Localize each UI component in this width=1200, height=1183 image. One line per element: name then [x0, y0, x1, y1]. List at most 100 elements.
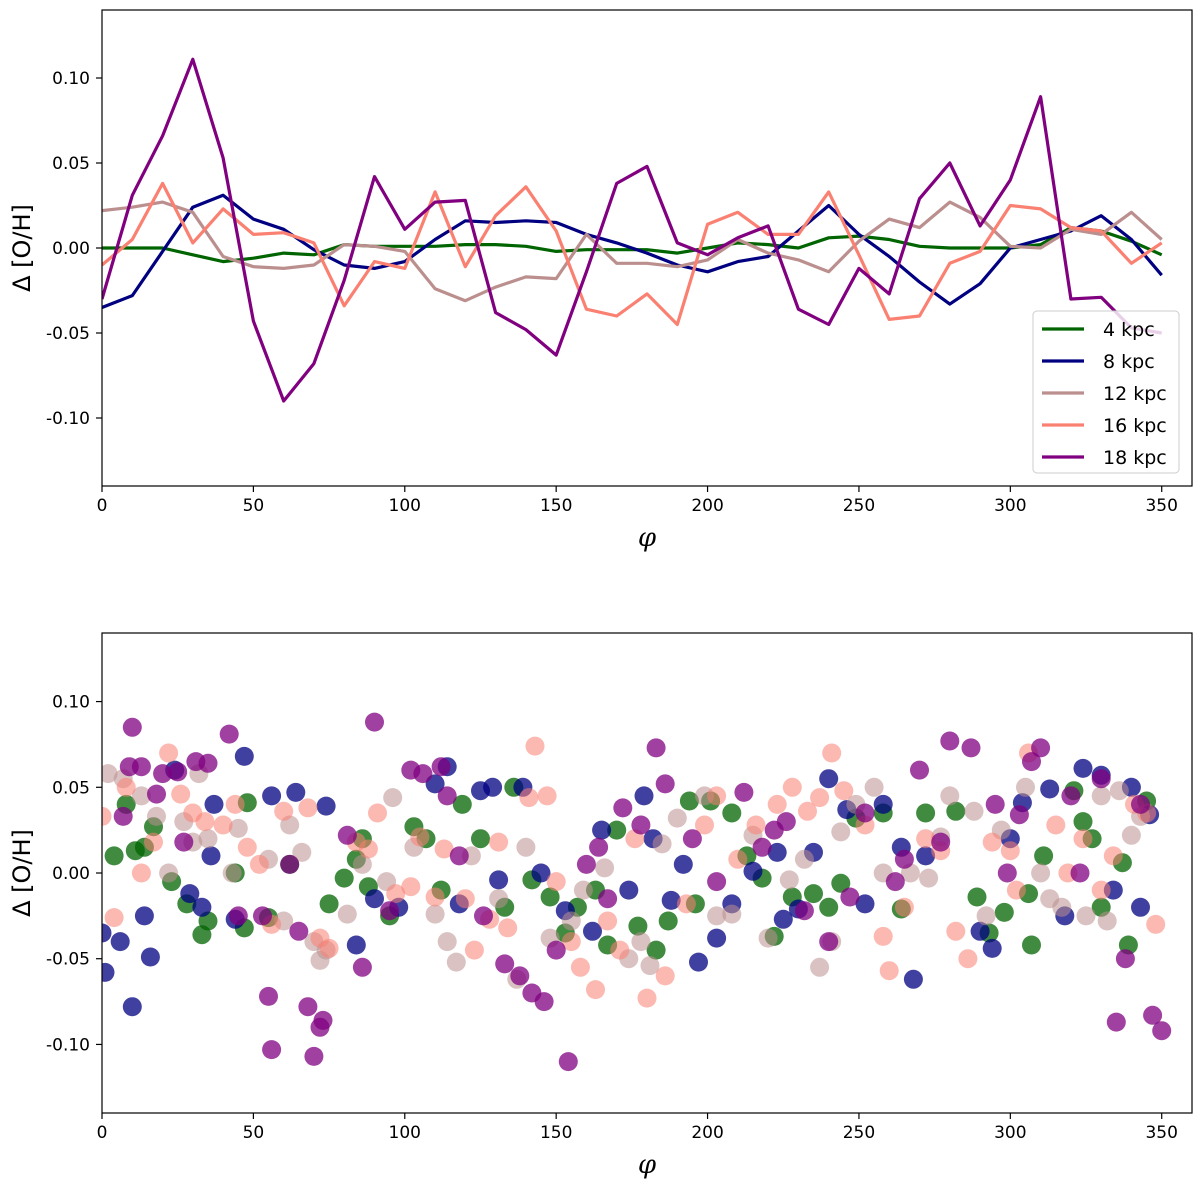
scatter-point-18-kpc	[259, 986, 278, 1006]
scatter-point-8-kpc	[483, 777, 503, 797]
scatter-point-8-kpc	[916, 846, 936, 866]
scatter-point-8-kpc	[1040, 779, 1060, 799]
scatter-point-12-kpc	[437, 932, 457, 952]
scatter-point-18-kpc	[413, 764, 433, 784]
scatter-point-16-kpc	[655, 966, 675, 986]
scatter-chart-x-tick-label: 0	[97, 1123, 108, 1143]
scatter-point-18-kpc	[449, 846, 469, 866]
legend-label: 16 kpc	[1103, 415, 1167, 437]
scatter-point-4-kpc	[1034, 846, 1054, 866]
scatter-chart-y-tick-label: 0.05	[52, 778, 90, 798]
scatter-point-18-kpc	[219, 724, 239, 744]
scatter-point-16-kpc	[1046, 815, 1066, 835]
scatter-chart-x-tick-label: 250	[843, 1123, 875, 1143]
scatter-chart-x-tick-label: 100	[389, 1123, 421, 1143]
scatter-point-8-kpc	[234, 746, 254, 766]
scatter-point-18-kpc	[613, 798, 633, 818]
legend-label: 4 kpc	[1103, 319, 1155, 341]
scatter-point-8-kpc	[489, 870, 509, 890]
legend-label: 12 kpc	[1103, 383, 1167, 405]
scatter-point-12-kpc	[919, 868, 939, 888]
scatter-point-16-kpc	[116, 777, 136, 797]
scatter-point-16-kpc	[873, 926, 893, 946]
line-chart-y-tick-label: -0.05	[46, 324, 90, 344]
scatter-point-16-kpc	[916, 829, 936, 849]
scatter-point-16-kpc	[368, 803, 387, 823]
scatter-point-4-kpc	[804, 884, 823, 904]
scatter-chart-panel: 0 50 100 150 200 250 300 350 -0.10 -0.05 0.00 0.05 0…	[8, 632, 1193, 1180]
scatter-point-18-kpc	[931, 832, 951, 852]
scatter-point-8-kpc	[201, 846, 221, 866]
scatter-point-16-kpc	[676, 894, 696, 914]
line-chart-x-tick-label: 50	[243, 496, 265, 516]
scatter-point-8-kpc	[903, 969, 923, 989]
scatter-point-12-kpc	[831, 822, 851, 842]
scatter-point-16-kpc	[131, 863, 151, 883]
scatter-point-8-kpc	[707, 928, 727, 948]
scatter-point-18-kpc	[495, 954, 515, 974]
scatter-point-18-kpc	[168, 762, 188, 782]
scatter-point-12-kpc	[864, 777, 884, 797]
scatter-point-16-kpc	[434, 839, 454, 859]
scatter-point-12-kpc	[222, 863, 242, 883]
scatter-point-16-kpc	[728, 849, 748, 869]
scatter-point-16-kpc	[410, 827, 430, 847]
scatter-point-8-kpc	[531, 863, 551, 883]
scatter-point-4-kpc	[471, 829, 490, 849]
line-chart-panel: 0 50 100 150 200 250 300 350 -0.10 -0.05 0.00 0.05 0…	[8, 9, 1193, 553]
scatter-point-4-kpc	[1073, 812, 1093, 832]
scatter-point-18-kpc	[280, 854, 300, 874]
scatter-point-18-kpc	[707, 872, 727, 892]
scatter-point-18-kpc	[894, 849, 914, 869]
scatter-point-16-kpc	[274, 801, 294, 821]
scatter-point-4-kpc	[607, 820, 627, 840]
scatter-point-16-kpc	[610, 940, 630, 960]
scatter-point-18-kpc	[1152, 1021, 1172, 1041]
scatter-point-8-kpc	[204, 794, 224, 814]
line-chart-y-label: Δ [O/H]	[8, 204, 36, 292]
scatter-point-16-kpc	[598, 911, 618, 931]
line-chart-x-tick-label: 200	[691, 496, 723, 516]
scatter-point-16-kpc	[537, 786, 557, 806]
scatter-point-16-kpc	[879, 961, 899, 981]
scatter-point-16-kpc	[546, 872, 566, 892]
scatter-point-18-kpc	[819, 932, 839, 952]
scatter-chart-y-tick-label: -0.10	[46, 1035, 90, 1055]
scatter-point-4-kpc	[967, 887, 987, 907]
scatter-point-12-kpc	[707, 906, 727, 926]
scatter-point-4-kpc	[658, 911, 678, 931]
scatter-point-18-kpc	[631, 815, 651, 835]
scatter-point-18-kpc	[752, 837, 772, 857]
scatter-point-18-kpc	[1061, 786, 1081, 806]
scatter-point-12-kpc	[1097, 911, 1117, 931]
scatter-point-8-kpc	[873, 794, 893, 814]
scatter-point-18-kpc	[431, 757, 451, 777]
series-line-4-kpc	[102, 226, 1163, 264]
scatter-point-12-kpc	[976, 906, 996, 926]
scatter-point-8-kpc	[634, 786, 654, 806]
scatter-point-12-kpc	[383, 788, 403, 808]
scatter-point-16-kpc	[498, 918, 518, 938]
scatter-point-12-kpc	[561, 911, 581, 931]
scatter-point-16-kpc	[401, 877, 421, 897]
scatter-point-12-kpc	[810, 957, 830, 977]
scatter-point-18-kpc	[1131, 794, 1150, 814]
scatter-point-18-kpc	[734, 782, 754, 802]
line-chart-x-label: φ	[638, 523, 657, 553]
line-chart-x-tick-label: 250	[843, 496, 875, 516]
scatter-point-12-kpc	[794, 849, 814, 869]
scatter-point-12-kpc	[595, 858, 615, 878]
scatter-chart-x-tick-label: 200	[691, 1123, 723, 1143]
scatter-point-16-kpc	[586, 980, 605, 1000]
scatter-point-12-kpc	[722, 904, 742, 924]
scatter-point-8-kpc	[110, 932, 130, 952]
scatter-point-18-kpc	[153, 764, 173, 784]
scatter-chart-y-label: Δ [O/H]	[8, 829, 36, 917]
scatter-point-12-kpc	[631, 932, 651, 952]
scatter-chart-y-tick-label: 0.10	[52, 693, 90, 713]
scatter-point-12-kpc	[489, 889, 509, 909]
scatter-point-8-kpc	[855, 894, 875, 914]
scatter-point-16-kpc	[358, 839, 378, 859]
scatter-point-18-kpc	[289, 921, 309, 941]
scatter-point-18-kpc	[352, 957, 372, 977]
